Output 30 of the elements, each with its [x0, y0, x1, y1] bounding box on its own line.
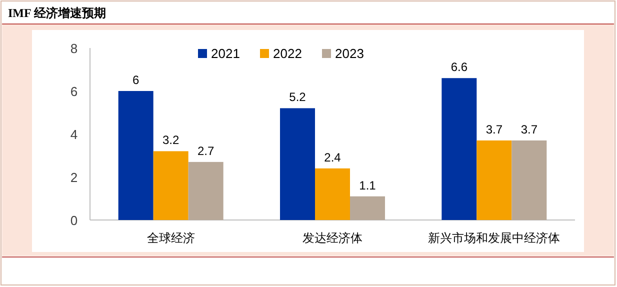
bar [188, 162, 224, 220]
y-tick-label: 2 [70, 170, 78, 185]
x-tick-label: 发达经济体 [302, 231, 362, 245]
data-label: 1.1 [359, 178, 376, 192]
y-tick-label: 6 [70, 84, 78, 99]
bar [512, 140, 547, 220]
bar [350, 196, 385, 220]
bar [315, 168, 350, 220]
data-label: 3.7 [486, 122, 503, 136]
legend-label: 2023 [335, 46, 364, 61]
data-label: 6.6 [450, 60, 468, 74]
bar [280, 108, 315, 220]
data-label: 2.4 [324, 150, 342, 164]
y-tick-label: 0 [70, 213, 78, 228]
x-tick-label: 全球经济 [146, 231, 195, 245]
data-label: 2.7 [197, 144, 214, 158]
x-tick-label: 新兴市场和发展中经济体 [428, 231, 560, 245]
bar [153, 151, 188, 220]
bar [442, 78, 477, 220]
data-label: 6 [132, 73, 140, 87]
data-label: 5.2 [289, 90, 306, 104]
y-tick-label: 4 [70, 127, 78, 142]
y-tick-label: 8 [70, 41, 78, 56]
bar [118, 91, 154, 220]
legend-label: 2021 [211, 46, 240, 61]
chart-title: IMF 经济增速预期 [8, 6, 106, 20]
legend-label: 2022 [273, 46, 302, 61]
bar [476, 140, 512, 220]
data-label: 3.2 [162, 133, 180, 148]
data-label: 3.7 [520, 122, 538, 136]
